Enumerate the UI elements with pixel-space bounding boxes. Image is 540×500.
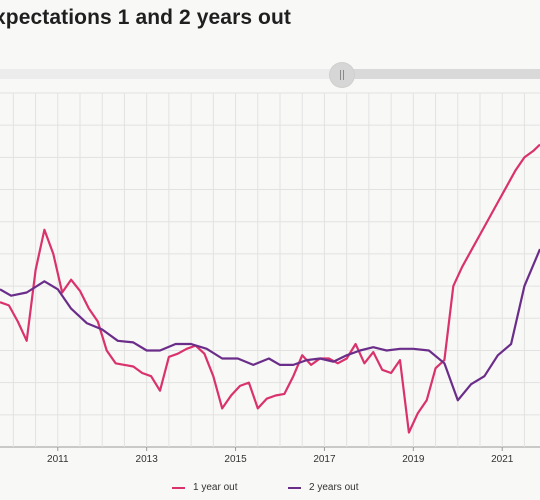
slider-track-selected (342, 69, 540, 79)
legend-swatch-1-year-out (172, 486, 185, 489)
x-axis-ticks: 2011 2013 2015 2017 2019 2021 (47, 447, 514, 465)
legend-label-1-year-out: 1 year out (193, 482, 238, 493)
legend-item-1-year-out[interactable]: 1 year out (172, 482, 237, 493)
x-tick-label: 2011 (47, 454, 69, 465)
legend-label-2-years-out: 2 years out (309, 482, 359, 493)
slider-track-unselected (0, 69, 342, 79)
legend-swatch-2-years-out (288, 486, 301, 489)
chart-series (0, 143, 540, 434)
legend-item-2-years-out[interactable]: 2 years out (288, 482, 358, 493)
series-line-1-year-out (0, 143, 540, 434)
series-line-2-years-out (0, 248, 540, 402)
chart-legend: 1 year out 2 years out (0, 482, 540, 496)
x-tick-label: 2017 (313, 454, 336, 465)
x-tick-label: 2013 (136, 454, 159, 465)
chart-grid (0, 92, 540, 448)
x-tick-label: 2019 (402, 454, 425, 465)
chart-title: xpectations 1 and 2 years out (0, 6, 292, 29)
x-tick-label: 2015 (224, 454, 247, 465)
x-tick-label: 2021 (491, 454, 514, 465)
slider-handle[interactable] (330, 63, 354, 87)
date-range-slider[interactable] (0, 69, 540, 79)
line-chart: 2011 2013 2015 2017 2019 2021 (0, 92, 540, 465)
